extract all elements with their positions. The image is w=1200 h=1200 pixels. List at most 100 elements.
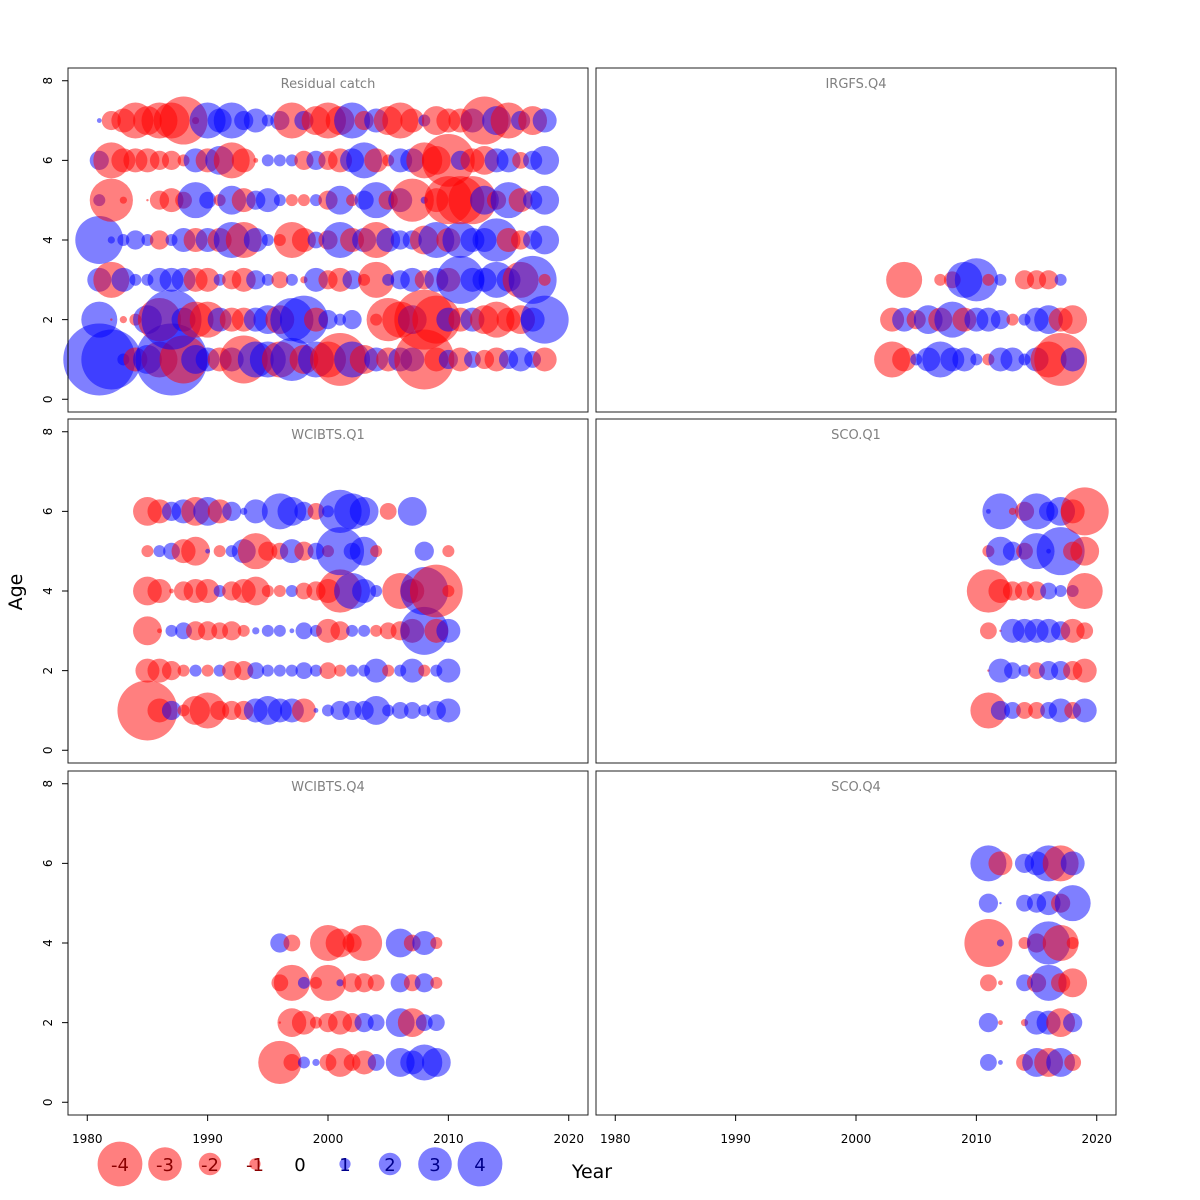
residual-bubble [436,698,461,723]
residual-bubble [222,621,242,641]
residual-bubble [273,964,310,1001]
residual-bubble [1066,573,1103,609]
residual-bubble [222,501,242,521]
residual-bubble [412,931,437,955]
residual-bubble [336,979,344,987]
residual-bubble [403,702,421,719]
legend-item: 1 [339,1155,350,1176]
legend-bubble [418,1147,452,1181]
residual-bubble [442,545,455,558]
residual-bubble [289,628,295,634]
panel-residual-catch: Residual catch [63,67,589,413]
y-tick-label: 8 [41,780,55,788]
residual-bubble [253,157,259,163]
residual-bubble [994,273,1007,286]
residual-bubble [334,664,347,677]
legend-bubble [198,1152,222,1176]
legend-label: 0 [294,1155,305,1176]
residual-bubble [297,194,310,207]
residual-bubble [418,664,431,677]
residual-bubble [990,700,1011,721]
residual-bubble [978,1013,999,1033]
residual-bubble [285,194,298,207]
legend: -4 -3 -2 -1 0 1 2 3 4 [97,1141,503,1187]
residual-bubble [508,255,557,304]
x-tick-label: 1990 [720,1132,751,1146]
residual-bubble [414,541,434,561]
residual-bubble [1002,541,1023,561]
residual-bubble [111,267,136,292]
legend-bubble [249,1158,261,1170]
residual-bubble [970,353,983,366]
y-tick-label: 6 [41,157,55,165]
residual-bubble [273,624,286,637]
residual-bubble [153,545,166,558]
residual-bubble [291,228,316,252]
residual-bubble [119,196,127,204]
residual-bubble [421,133,475,187]
residual-bubble [978,893,999,913]
residual-bubble [1064,1054,1082,1071]
residual-bubble [346,925,383,961]
residual-bubble [379,502,397,520]
residual-bubble [988,658,1013,683]
residual-bubble [352,1050,377,1075]
y-tick-label: 0 [41,1098,55,1106]
legend-bubble [97,1141,143,1187]
residual-bubble [161,700,182,721]
x-tick-label: 2010 [433,1132,464,1146]
residual-bubble [367,1054,385,1071]
panel-title: Residual catch [281,77,376,92]
residual-bubble [313,708,319,713]
residual-bubble [990,310,1011,330]
residual-bubble [430,937,443,949]
residual-bubble [400,606,449,655]
residual-bubble [364,148,389,173]
x-tick-label: 2020 [553,1132,584,1146]
x-tick-label: 1990 [192,1132,223,1146]
residual-bubble [1034,333,1088,386]
residual-bubble [390,178,434,222]
legend-bubble [339,1158,351,1170]
legend-item: 2 [378,1152,402,1176]
panel-sco-q4: SCO.Q4 [595,770,1117,1116]
residual-bubble [1060,851,1085,876]
legend-label: -2 [201,1155,219,1176]
residual-bubble [165,624,178,637]
residual-bubble [508,347,533,372]
residual-bubble [400,108,425,133]
y-tick-label: 4 [41,587,55,595]
x-axis-sco-q4: 1980 1990 2000 2010 2020 [600,1114,1112,1146]
y-tick-label: 8 [41,77,55,85]
residual-bubble [243,499,268,524]
residual-bubble [261,664,274,677]
y-axis-wcibts-q4: 0 2 4 6 8 [41,780,69,1106]
residual-bubble [285,273,298,286]
residual-bubble [1070,536,1100,566]
legend-label: -1 [246,1155,264,1176]
y-tick-label: 0 [41,395,55,403]
residual-bubble [237,624,250,637]
legend-label: 1 [339,1155,350,1176]
x-tick-label: 1980 [600,1132,631,1146]
legend-item: 4 [457,1141,503,1187]
y-tick-label: 6 [41,508,55,516]
residual-bubble [258,541,278,561]
residual-bubble [530,185,560,215]
panel-frame [595,67,1117,413]
residual-bubble [318,310,338,330]
residual-bubble [342,310,362,330]
residual-bubble [325,1048,355,1077]
residual-bubble [367,974,385,992]
residual-bubble [189,664,202,677]
residual-bubble [1040,582,1057,600]
y-tick-label: 8 [41,428,55,436]
y-tick-label: 0 [41,746,55,754]
x-axis-wcibts-q4: 1980 1990 2000 2010 2020 [72,1114,584,1146]
residual-bubble [886,261,923,298]
residual-bubble [442,585,455,597]
y-tick-label: 4 [41,236,55,244]
residual-bubble [397,496,427,526]
residual-bubble [161,150,182,170]
residual-bubble [1026,581,1047,601]
